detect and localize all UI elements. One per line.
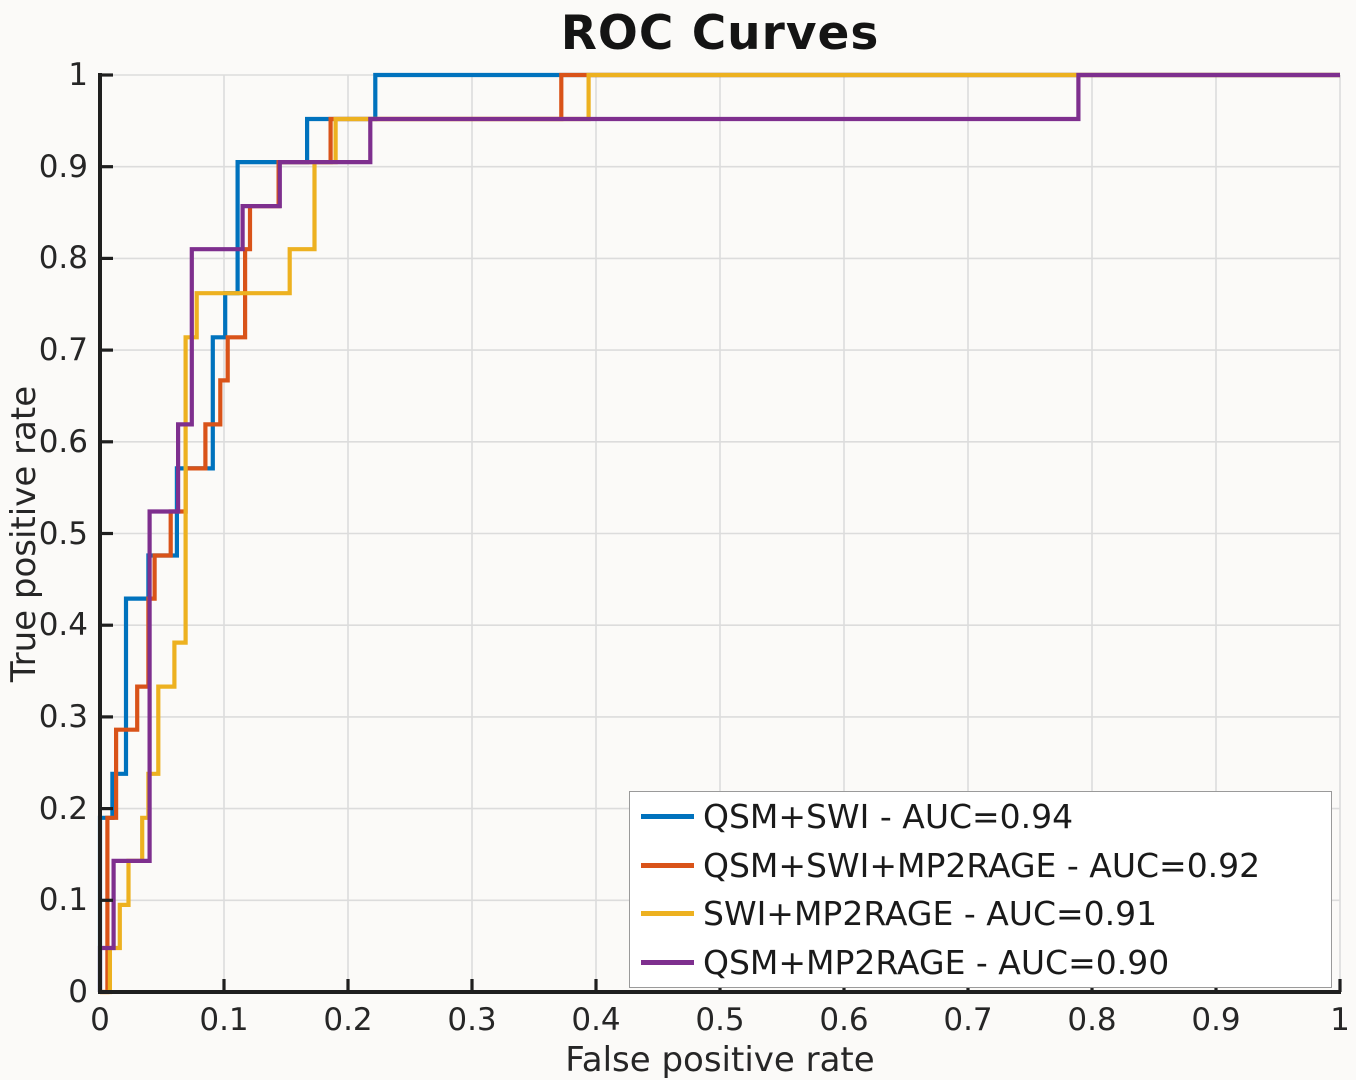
legend-item-label: QSM+SWI+MP2RAGE - AUC=0.92 bbox=[703, 845, 1261, 885]
x-tick-label: 0.5 bbox=[695, 1002, 745, 1038]
legend-item: SWI+MP2RAGE - AUC=0.91 bbox=[630, 890, 1331, 938]
legend-line-sample bbox=[641, 813, 694, 819]
legend-item-label: QSM+MP2RAGE - AUC=0.90 bbox=[703, 943, 1170, 983]
y-tick-label: 0.6 bbox=[38, 423, 88, 460]
x-tick-label: 0.1 bbox=[199, 1002, 249, 1038]
x-tick-label: 1 bbox=[1330, 1002, 1350, 1038]
y-tick-label: 0.1 bbox=[38, 882, 88, 919]
x-axis-label: False positive rate bbox=[565, 1040, 875, 1080]
x-tick-label: 0.9 bbox=[1191, 1002, 1241, 1038]
y-tick-label: 0.4 bbox=[38, 607, 88, 644]
legend: QSM+SWI - AUC=0.94 QSM+SWI+MP2RAGE - AUC=… bbox=[629, 791, 1332, 988]
y-tick-label: 0.2 bbox=[38, 790, 88, 827]
y-tick-label: 0 bbox=[68, 974, 88, 1010]
legend-item: QSM+SWI+MP2RAGE - AUC=0.92 bbox=[630, 841, 1331, 889]
y-tick-label: 0.3 bbox=[38, 698, 88, 735]
roc-curve-qsm-mp2rage bbox=[97, 72, 1340, 992]
x-tick-label: 0.6 bbox=[819, 1002, 869, 1038]
x-tick-label: 0 bbox=[90, 1002, 110, 1038]
legend-line-sample bbox=[641, 862, 694, 868]
legend-item: QSM+SWI - AUC=0.94 bbox=[630, 792, 1331, 840]
y-tick-label: 0.7 bbox=[38, 332, 88, 369]
chart-title: ROC Curves bbox=[560, 6, 880, 61]
legend-line-sample bbox=[641, 960, 694, 966]
x-tick-label: 0.7 bbox=[943, 1002, 993, 1038]
legend-item: QSM+MP2RAGE - AUC=0.90 bbox=[630, 939, 1331, 987]
x-tick-label: 0.8 bbox=[1067, 1002, 1117, 1038]
y-tick-label: 0.5 bbox=[38, 515, 88, 552]
y-tick-label: 0.9 bbox=[38, 148, 88, 185]
x-tick-label: 0.4 bbox=[571, 1002, 621, 1038]
legend-item-label: QSM+SWI - AUC=0.94 bbox=[703, 796, 1074, 836]
x-tick-label: 0.3 bbox=[447, 1002, 497, 1038]
y-tick-label: 0.8 bbox=[38, 240, 88, 277]
x-tick-label: 0.2 bbox=[323, 1002, 373, 1038]
legend-line-sample bbox=[641, 911, 694, 917]
legend-item-label: SWI+MP2RAGE - AUC=0.91 bbox=[703, 894, 1158, 934]
y-tick-label: 1 bbox=[68, 57, 88, 93]
